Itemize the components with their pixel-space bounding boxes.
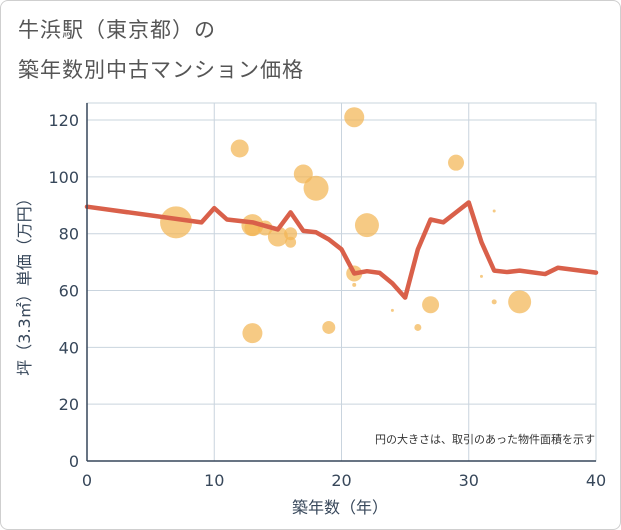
- bubble-point: [230, 139, 249, 158]
- bubble-point: [267, 226, 288, 247]
- x-axis-label: 築年数（年）: [292, 498, 388, 517]
- bubble-point: [390, 308, 394, 312]
- bubble-point: [352, 282, 357, 287]
- y-tick-label: 0: [69, 452, 79, 471]
- bubble-point: [160, 206, 193, 239]
- bubble-point: [354, 213, 379, 238]
- bubble-point: [508, 290, 532, 314]
- y-tick-label: 40: [59, 338, 79, 357]
- size-note: 円の大きさは、取引のあった物件面積を示す: [375, 432, 595, 446]
- y-axis-label: 坪（3.3㎡）単価（万円）: [15, 190, 34, 375]
- bubble-point: [344, 107, 365, 128]
- average-price-line: [84, 200, 599, 300]
- x-tick-label: 0: [82, 471, 92, 490]
- grid-lines: [86, 102, 597, 462]
- bubble-series: [160, 107, 532, 344]
- bubble-point: [492, 209, 496, 213]
- bubble-point: [242, 323, 263, 344]
- bubble-point: [414, 323, 422, 331]
- chart-title-line1: 牛浜駅（東京都）の: [18, 18, 216, 42]
- y-tick-label: 60: [59, 282, 79, 301]
- bubble-point: [448, 154, 465, 171]
- x-tick-label: 30: [459, 471, 479, 490]
- bubble-point: [322, 320, 336, 334]
- bubble-point: [422, 296, 440, 314]
- y-tick-label: 100: [48, 168, 79, 187]
- bubble-point: [284, 227, 298, 241]
- x-tick-label: 10: [204, 471, 224, 490]
- x-tick-label: 40: [586, 471, 606, 490]
- y-tick-label: 120: [48, 111, 79, 130]
- trend-line-series: [84, 200, 599, 300]
- chart-title-line2: 築年数別中古マンション価格: [18, 58, 304, 82]
- bubble-point: [491, 299, 497, 305]
- axes: [86, 103, 596, 462]
- axis-labels: 0 20 40 60 80 100 120 0 10 20 30 40: [48, 111, 606, 490]
- bubble-point: [479, 274, 483, 278]
- x-tick-label: 20: [331, 471, 351, 490]
- y-tick-label: 20: [59, 395, 79, 414]
- y-tick-label: 80: [59, 225, 79, 244]
- bubble-point: [303, 175, 329, 201]
